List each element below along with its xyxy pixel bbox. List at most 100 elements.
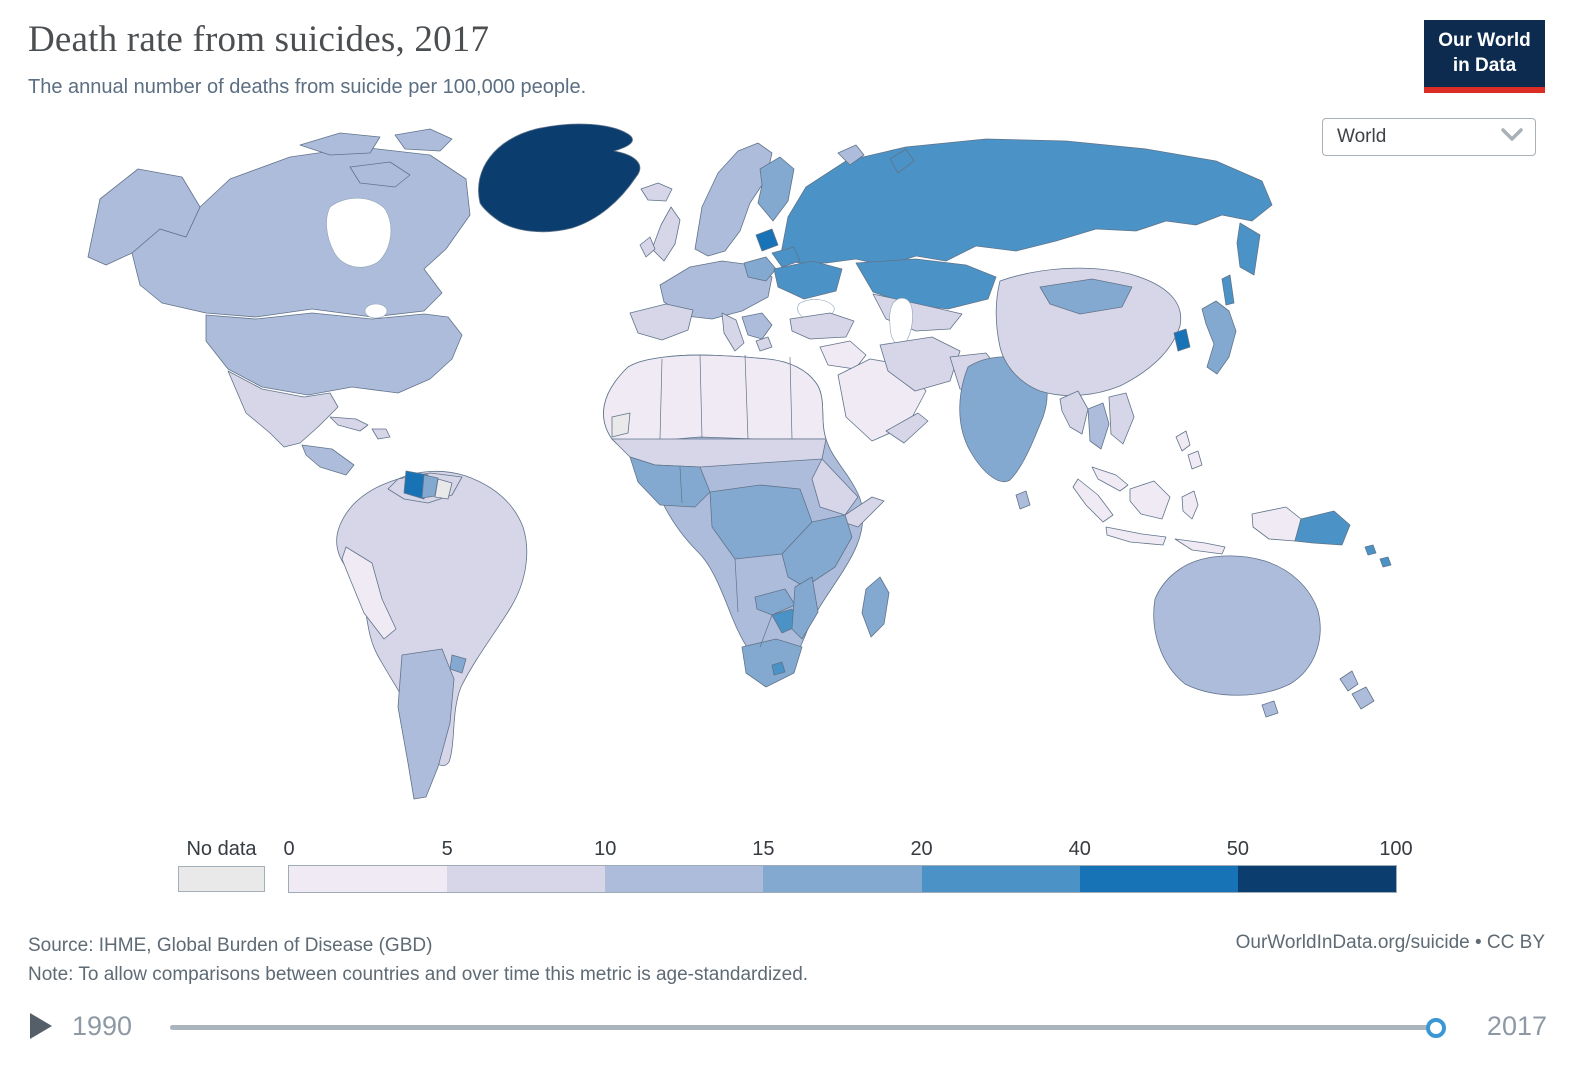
region-iceland[interactable] [640,182,673,202]
region-west-africa[interactable] [629,456,711,508]
region-indonesia[interactable] [1072,478,1226,555]
region-argentina[interactable] [397,648,455,800]
region-mexico[interactable] [227,370,339,448]
region-guyana[interactable] [403,470,429,500]
chevron-down-icon [1501,126,1523,148]
region-borneo[interactable] [1129,480,1171,520]
legend-bin-20-40[interactable] [921,866,1080,892]
region-novaya-zemlya[interactable] [889,148,915,174]
legend-tick: 40 [1068,838,1091,860]
region-united-kingdom[interactable] [651,206,681,262]
region-ukraine[interactable] [773,260,843,300]
region-iraq-syria[interactable] [819,340,867,370]
region-thailand[interactable] [1087,402,1110,450]
region-sri-lanka[interactable] [1015,490,1031,510]
region-south-africa[interactable] [741,638,803,688]
region-iran[interactable] [879,336,961,392]
region-philippines[interactable] [1187,450,1203,470]
region-solomon-islands[interactable] [1379,556,1392,568]
region-greece[interactable] [755,336,773,352]
map-legend: No data 0 5 10 15 20 40 50 100 [0,838,1580,900]
region-uruguay[interactable] [449,654,467,674]
credit-link[interactable]: OurWorldInData.org/suicide • CC BY [1235,932,1545,953]
region-sulawesi[interactable] [1181,490,1199,520]
legend-bin-15-20[interactable] [763,866,922,892]
legend-bin-0-5[interactable] [289,866,448,892]
region-western-sahara[interactable] [611,412,631,438]
region-papua-new-guinea[interactable] [1294,510,1351,546]
legend-bin-40-50[interactable] [1079,866,1238,892]
timeline-handle[interactable] [1426,1017,1446,1038]
region-united-states[interactable] [205,312,463,396]
world-map[interactable] [0,106,1580,818]
region-baltic-states[interactable] [755,228,779,252]
footer-source-block: Source: IHME, Global Burden of Disease (… [28,932,808,989]
region-madagascar[interactable] [861,576,890,638]
region-java[interactable] [1105,526,1167,546]
region-malaysia[interactable] [1091,466,1129,492]
region-lesser-sunda[interactable] [1174,538,1226,555]
region-greenland[interactable] [478,123,641,233]
region-turkey[interactable] [789,312,855,340]
region-canada[interactable] [131,146,471,318]
timeline-end-year[interactable]: 2017 [1486,1011,1547,1041]
arctic-island[interactable] [394,128,453,152]
region-solomon-islands[interactable] [1364,544,1377,556]
play-button[interactable] [30,1013,52,1039]
arctic-island[interactable] [349,161,411,188]
region-vietnam[interactable] [1108,392,1135,445]
legend-no-data-swatch[interactable] [178,866,265,892]
region-sumatra[interactable] [1072,478,1114,523]
region-balkans[interactable] [741,312,773,340]
region-horn-of-africa[interactable] [811,458,859,516]
legend-bin-5-10[interactable] [447,866,606,892]
timeline: 1990 2017 [0,1000,1580,1060]
region-sakhalin[interactable] [1221,274,1235,306]
region-poland[interactable] [743,256,777,282]
region-french-guiana[interactable] [434,478,453,500]
region-west-new-guinea[interactable] [1251,506,1302,542]
region-svalbard[interactable] [837,144,865,166]
region-ireland[interactable] [639,236,656,258]
region-mongolia[interactable] [1039,278,1133,315]
region-japan[interactable] [1201,300,1237,375]
region-new-zealand[interactable] [1339,670,1359,692]
region-north-africa[interactable] [603,354,827,442]
legend-tick: 15 [752,838,775,860]
region-belarus[interactable] [771,246,801,268]
region-zambia[interactable] [754,588,796,616]
legend-tick: 0 [283,838,295,860]
region-central-america[interactable] [301,444,355,476]
region-tasmania[interactable] [1261,700,1279,718]
region-italy[interactable] [721,312,745,352]
timeline-slider[interactable] [170,1017,1446,1038]
world-map-svg[interactable] [0,106,1580,818]
timeline-start-year[interactable]: 1990 [72,1011,133,1041]
note-text: Note: To allow comparisons between count… [28,963,809,985]
region-cuba[interactable] [329,416,369,432]
arctic-island[interactable] [299,132,381,156]
region-australia[interactable] [1153,555,1321,696]
region-yemen-oman[interactable] [885,412,929,444]
region-kazakhstan[interactable] [855,258,997,310]
owid-logo[interactable]: Our World in Data [1424,20,1545,94]
region-selector[interactable]: World [1322,118,1536,156]
legend-bin-10-15[interactable] [605,866,764,892]
region-china[interactable] [995,267,1182,396]
region-finland[interactable] [757,156,795,222]
owid-logo-line2: in Data [1452,55,1517,77]
region-new-zealand[interactable] [1351,686,1375,710]
region-myanmar[interactable] [1059,390,1089,435]
region-mozambique[interactable] [791,576,819,640]
region-lesotho[interactable] [771,661,786,676]
region-alaska[interactable] [87,168,201,266]
region-philippines[interactable] [1175,430,1191,452]
region-south-korea[interactable] [1173,328,1191,352]
legend-bin-50-100[interactable] [1237,866,1396,892]
region-kamchatka[interactable] [1236,222,1261,276]
region-hispaniola[interactable] [371,428,391,440]
region-spain[interactable] [629,303,694,341]
region-east-africa[interactable] [781,514,853,588]
region-peru[interactable] [341,546,397,640]
